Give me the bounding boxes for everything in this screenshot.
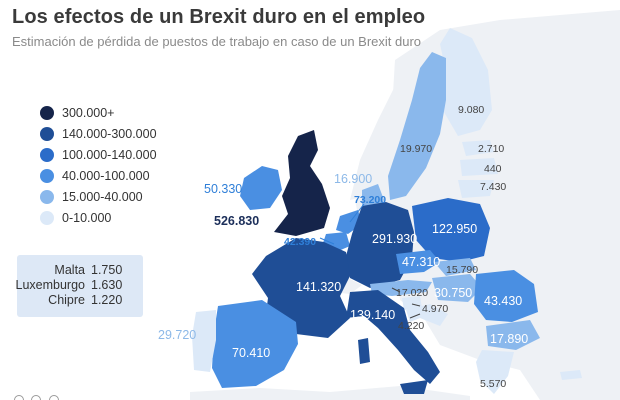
legend-item: 100.000-140.000 [40,144,157,165]
leader-line-austria [391,287,401,293]
non-eu-north-africa [190,386,470,400]
legend-swatch-0-10k [40,210,54,225]
legend-swatch-140k-300k [40,126,54,141]
creative-commons-icon [14,395,24,400]
legend-item: 140.000-300.000 [40,123,157,144]
country-germany [346,202,414,288]
map-label-lithuania: 7.430 [480,181,507,193]
country-czechia [396,250,440,274]
legend-item: 0-10.000 [40,207,157,228]
country-croatia [406,304,448,326]
small-country-value: 1.220 [91,293,123,307]
map-label-greece: 5.570 [480,378,507,390]
legend-swatch-40k-100k [40,168,54,183]
country-estonia [462,140,494,156]
country-sicily [400,380,428,394]
small-country-row: Chipre 1.220 [17,293,143,309]
country-finland [440,28,492,136]
country-romania [474,270,538,322]
legend-item: 15.000-40.000 [40,186,157,207]
map-label-portugal: 29.720 [158,328,197,342]
small-countries-box: Malta 1.750 Luxemburgo 1.630 Chipre 1.22… [15,255,143,317]
country-uk [274,130,330,236]
footer-icons [14,392,62,400]
map-label-slovakia: 15.790 [446,264,479,276]
country-spain [212,300,298,388]
page-subtitle: Estimación de pérdida de puestos de trab… [12,34,422,49]
map-label-austria: 17.020 [396,287,429,299]
leader-line-slovenia [411,303,421,307]
small-country-value: 1.630 [91,278,123,292]
map-label-croatia: 4.220 [398,320,425,332]
map-label-hungary: 30.750 [434,286,473,300]
legend-label: 100.000-140.000 [62,147,157,162]
leader-line-croatia [409,313,421,319]
small-country-name: Malta [54,263,85,277]
country-poland [412,198,490,262]
map-label-denmark: 16.900 [334,172,373,186]
map-label-germany: 291.930 [372,232,418,246]
country-portugal [192,310,216,372]
legend-label: 0-10.000 [62,210,112,225]
country-latvia [460,158,498,176]
legend-swatch-300k-plus [40,105,54,120]
country-slovenia [402,296,422,310]
map-label-czechia: 47.310 [402,255,441,269]
legend-swatch-100k-140k [40,147,54,162]
country-slovakia [434,258,476,276]
legend-item: 40.000-100.000 [40,165,157,186]
small-country-row: Luxemburgo 1.630 [15,278,143,294]
map-label-sweden: 19.970 [400,143,433,155]
attribution-icon [31,395,42,400]
country-austria [370,280,432,296]
map-label-france: 141.320 [296,280,342,294]
map-label-romania: 43.430 [484,294,523,308]
map-label-estonia: 2.710 [478,143,505,155]
map-label-italy: 139.140 [350,308,396,322]
small-country-name: Chipre [48,293,85,307]
country-italy [346,290,440,384]
map-label-poland: 122.950 [432,222,478,236]
map-label-bulgaria: 17.890 [490,332,529,346]
small-country-row: Malta 1.750 [17,263,143,279]
country-malta-cyprus-hint [560,370,582,380]
page-title: Los efectos de un Brexit duro en el empl… [12,6,426,28]
equals-icon [48,395,59,400]
map-label-spain: 70.410 [232,346,271,360]
map-label-uk: 526.830 [214,214,260,228]
country-lithuania [458,180,494,198]
legend-label: 140.000-300.000 [62,126,157,141]
legend-item: 300.000+ [40,102,157,123]
legend-label: 40.000-100.000 [62,168,150,183]
small-country-name: Luxemburgo [15,278,86,292]
country-sardinia [358,338,370,364]
leader-line-netherlands [349,203,365,223]
legend: 300.000+ 140.000-300.000 100.000-140.000… [40,102,157,228]
country-bulgaria [486,320,540,350]
country-greece [476,350,514,394]
map-label-belgium: 42.390 [284,236,317,248]
map-label-finland: 9.080 [458,104,485,116]
legend-label: 300.000+ [62,105,115,120]
map-label-latvia: 440 [484,163,502,175]
country-sweden [388,52,446,200]
map-label-netherlands: 73.200 [354,194,387,206]
country-hungary [432,274,482,302]
map-label-ireland: 50.330 [204,182,243,196]
leader-line-belgium [319,237,335,245]
country-ireland [240,166,282,210]
map-label-slovenia: 4.970 [422,303,449,315]
legend-swatch-15k-40k [40,189,54,204]
small-country-value: 1.750 [91,263,123,277]
legend-label: 15.000-40.000 [62,189,143,204]
